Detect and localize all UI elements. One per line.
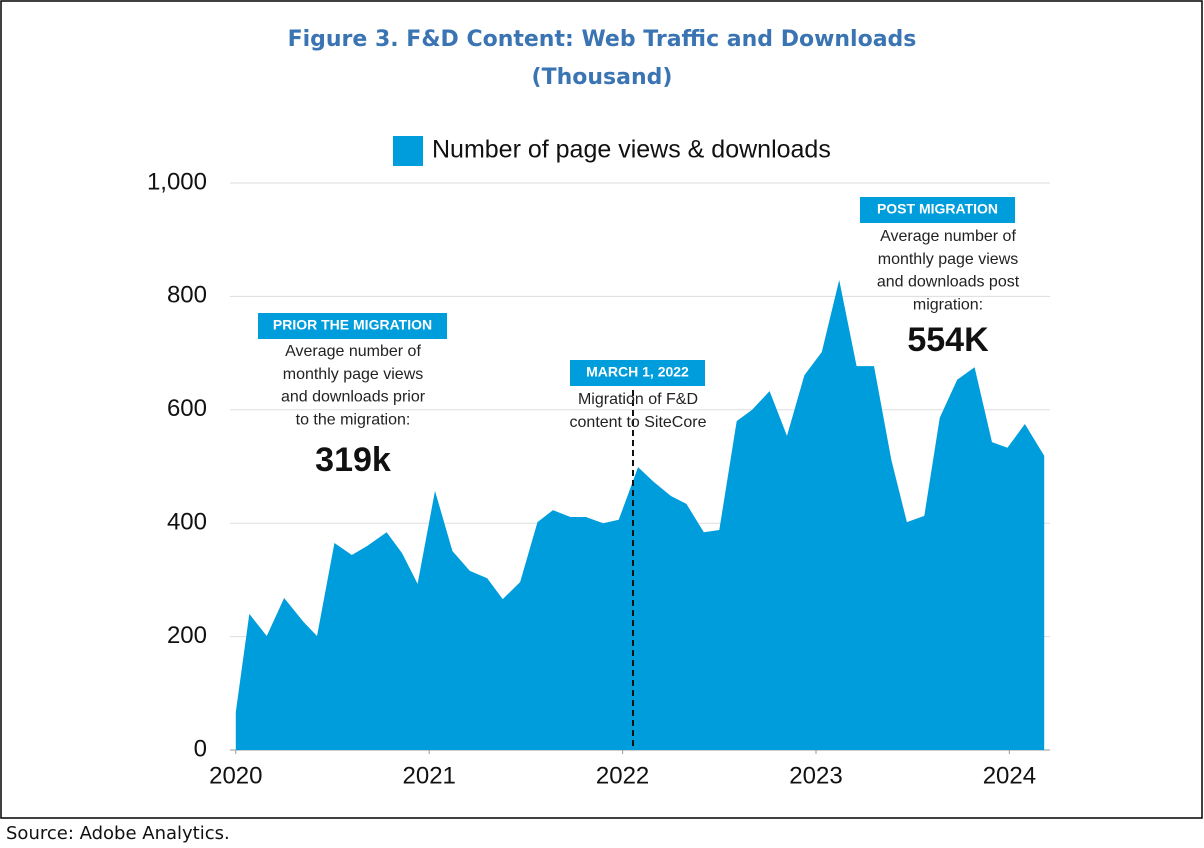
plot bbox=[235, 279, 1045, 750]
chart-title: Figure 3. F&D Content: Web Traffic and D… bbox=[288, 27, 917, 52]
annotation-value: 319k bbox=[315, 441, 391, 479]
area bbox=[235, 279, 1045, 750]
annotations: PRIOR THE MIGRATION Average number of mont… bbox=[258, 197, 1020, 479]
badge bbox=[860, 197, 1015, 223]
annotation-line: Average number of bbox=[880, 228, 1016, 245]
frame bbox=[0, 0, 1203, 819]
chart-subtitle: (Thousand) bbox=[532, 65, 673, 90]
x-tick-label: 2021 bbox=[403, 762, 456, 789]
annotation-value: 554K bbox=[907, 321, 989, 359]
annotation-line: monthly page views bbox=[283, 366, 424, 383]
annotation-line: to the migration: bbox=[296, 411, 411, 428]
badge bbox=[570, 360, 705, 386]
y-tick-label: 0 bbox=[194, 735, 207, 762]
badge-label: PRIOR THE MIGRATION bbox=[273, 317, 432, 333]
y-tick-label: 800 bbox=[167, 282, 207, 309]
x-tick-label: 2024 bbox=[983, 762, 1036, 789]
x-tick-label: 2023 bbox=[789, 762, 842, 789]
source: Source: Adobe Analytics. bbox=[6, 823, 230, 844]
legend-label: Number of page views & downloads bbox=[432, 136, 831, 164]
annotation-line: Average number of bbox=[285, 343, 421, 360]
grid: 0 200 400 600 800 1,000 2020 2021 2022 2023 2024 bbox=[147, 168, 1050, 789]
legend-swatch bbox=[393, 136, 423, 166]
y-tick-label: 600 bbox=[167, 395, 207, 422]
annotation-line: and downloads post bbox=[877, 274, 1020, 291]
badge-label: MARCH 1, 2022 bbox=[586, 364, 689, 380]
x-tick-label: 2020 bbox=[209, 762, 262, 789]
annotation-line: migration: bbox=[913, 296, 983, 313]
annotation-line: and downloads prior bbox=[281, 389, 426, 406]
x-tick-label: 2022 bbox=[596, 762, 649, 789]
badge bbox=[258, 313, 447, 339]
y-tick-label: 200 bbox=[167, 622, 207, 649]
y-tick-label: 1,000 bbox=[147, 168, 207, 195]
annotation-line: content to SiteCore bbox=[570, 414, 707, 431]
annotation-line: monthly page views bbox=[878, 251, 1019, 268]
annotation-line: Migration of F&D bbox=[578, 391, 698, 408]
badge-label: POST MIGRATION bbox=[877, 201, 998, 217]
y-tick-label: 400 bbox=[167, 509, 207, 536]
